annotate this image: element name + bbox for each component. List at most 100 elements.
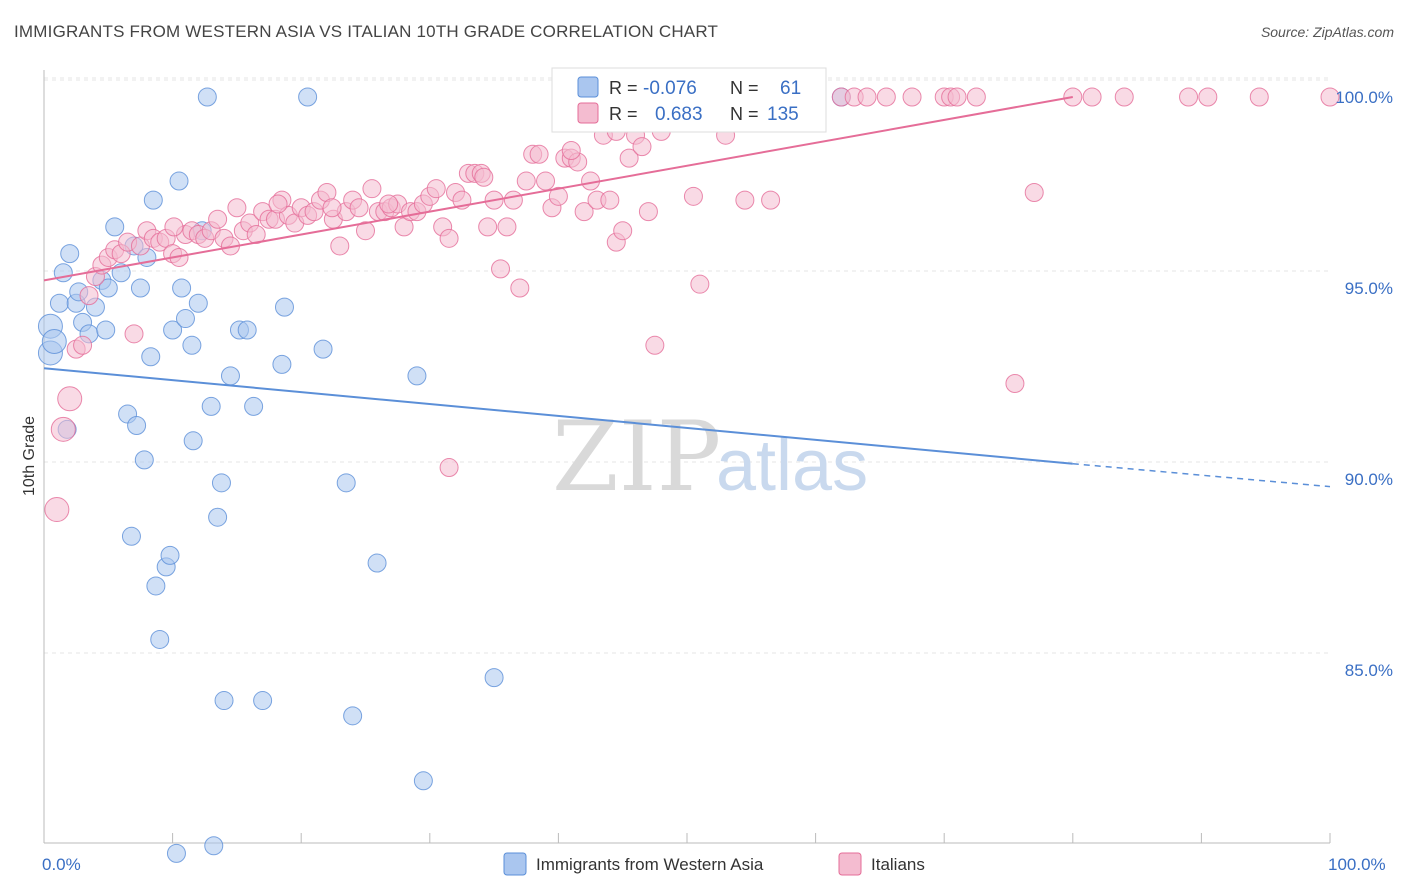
italians-point-70 xyxy=(497,217,517,237)
legend-r-value-1: -0.076 xyxy=(643,78,697,99)
western-asia-point-6 xyxy=(60,244,80,264)
italians-point-72 xyxy=(510,278,530,298)
western-asia-point-53 xyxy=(413,771,433,791)
italians-point-0 xyxy=(44,497,70,523)
italians-point-44 xyxy=(330,236,350,256)
western-asia-point-59 xyxy=(121,526,141,546)
western-asia-point-14 xyxy=(98,278,118,298)
italians-point-78 xyxy=(548,186,568,206)
western-asia-point-36 xyxy=(201,396,221,416)
western-asia-point-44 xyxy=(253,691,273,711)
western-asia-point-29 xyxy=(169,171,189,191)
italians-point-28 xyxy=(227,198,247,218)
western-asia-point-56 xyxy=(166,843,186,863)
stats-legend: R = -0.076 N = 61 R = 0.683 N = 135 xyxy=(551,67,827,133)
italians-point-124 xyxy=(1198,87,1218,107)
western-asia-point-52 xyxy=(407,366,427,386)
italians-point-71 xyxy=(503,190,523,210)
italians-point-25 xyxy=(208,209,228,229)
legend-r-label-1: R = xyxy=(609,78,638,98)
western-asia-point-45 xyxy=(272,354,292,374)
y-tick-label-1: 90.0% xyxy=(1345,470,1393,489)
western-asia-point-48 xyxy=(313,339,333,359)
western-asia-point-40 xyxy=(220,366,240,386)
italians-point-112 xyxy=(876,87,896,107)
italians-point-111 xyxy=(857,87,877,107)
italians-point-117 xyxy=(966,87,986,107)
western-asia-point-24 xyxy=(143,190,163,210)
italians-point-132 xyxy=(322,198,342,218)
italians-point-67 xyxy=(478,217,498,237)
x-tick-label-1: 100.0% xyxy=(1328,855,1386,874)
source-credit: Source: ZipAtlas.com xyxy=(1260,24,1394,40)
y-tick-label-2: 95.0% xyxy=(1345,279,1393,298)
western-asia-point-43 xyxy=(244,396,264,416)
western-asia-point-26 xyxy=(150,629,170,649)
italians-point-123 xyxy=(1179,87,1199,107)
italians-point-130 xyxy=(474,167,494,187)
italians-point-104 xyxy=(761,190,781,210)
western-asia-point-21 xyxy=(134,450,154,470)
western-asia-point-38 xyxy=(211,473,231,493)
western-asia-trend-line xyxy=(43,367,1073,465)
western-asia-point-15 xyxy=(105,217,125,237)
italians-point-73 xyxy=(516,171,536,191)
legend-n-label-2: N = xyxy=(730,104,759,124)
italians-point-98 xyxy=(690,274,710,294)
western-asia-point-2 xyxy=(41,328,67,354)
legend-swatch-western-asia xyxy=(577,76,599,98)
western-asia-point-47 xyxy=(298,87,318,107)
y-tick-label-3: 100.0% xyxy=(1335,88,1393,107)
western-asia-point-20 xyxy=(130,278,150,298)
western-asia-point-33 xyxy=(188,293,208,313)
italians-point-69 xyxy=(491,259,511,279)
italians-point-121 xyxy=(1082,87,1102,107)
series-italians-points xyxy=(44,87,1340,523)
italians-point-89 xyxy=(619,148,639,168)
italians-point-134 xyxy=(164,217,184,237)
tick-labels: 0.0% 100.0% 85.0% 90.0% 95.0% 100.0% xyxy=(42,88,1393,874)
watermark: ZIP atlas xyxy=(552,401,868,513)
western-asia-point-25 xyxy=(146,576,166,596)
italians-point-12 xyxy=(124,324,144,344)
western-asia-point-30 xyxy=(172,278,192,298)
bottom-legend-swatch-western-asia xyxy=(503,852,527,876)
italians-point-82 xyxy=(574,202,594,222)
italians-point-97 xyxy=(683,186,703,206)
bottom-legend-swatch-italians xyxy=(838,852,862,876)
western-asia-point-50 xyxy=(343,706,363,726)
legend-r-value-2: 0.683 xyxy=(655,104,703,125)
western-asia-point-23 xyxy=(141,347,161,367)
y-tick-label-0: 85.0% xyxy=(1345,661,1393,680)
italians-trend-line xyxy=(43,96,1073,282)
western-asia-point-51 xyxy=(367,553,387,573)
western-asia-point-42 xyxy=(237,320,257,340)
italians-point-122 xyxy=(1114,87,1134,107)
watermark-zip: ZIP xyxy=(552,401,721,513)
italians-point-131 xyxy=(379,194,399,214)
italians-point-5 xyxy=(79,286,99,306)
western-asia-point-37 xyxy=(208,507,228,527)
italians-point-133 xyxy=(268,194,288,214)
series-legend: Immigrants from Western Asia Italians xyxy=(503,852,925,876)
western-asia-point-60 xyxy=(183,431,203,451)
italians-point-86 xyxy=(600,190,620,210)
italians-point-116 xyxy=(947,87,967,107)
watermark-atlas: atlas xyxy=(716,426,868,506)
legend-n-value-2: 135 xyxy=(767,104,799,125)
italians-point-128 xyxy=(561,140,581,160)
western-asia-point-54 xyxy=(484,668,504,688)
italians-point-61 xyxy=(439,228,459,248)
western-asia-point-32 xyxy=(182,335,202,355)
legend-n-value-1: 61 xyxy=(780,78,801,99)
western-asia-point-46 xyxy=(274,297,294,317)
italians-point-113 xyxy=(902,87,922,107)
italians-point-48 xyxy=(356,221,375,241)
italians-point-47 xyxy=(349,198,369,218)
legend-swatch-italians xyxy=(577,102,599,124)
chart-title: IMMIGRANTS FROM WESTERN ASIA VS ITALIAN … xyxy=(14,22,719,41)
western-asia-point-31 xyxy=(175,309,195,329)
italians-point-101 xyxy=(735,190,755,210)
trend-lines xyxy=(43,96,1331,488)
